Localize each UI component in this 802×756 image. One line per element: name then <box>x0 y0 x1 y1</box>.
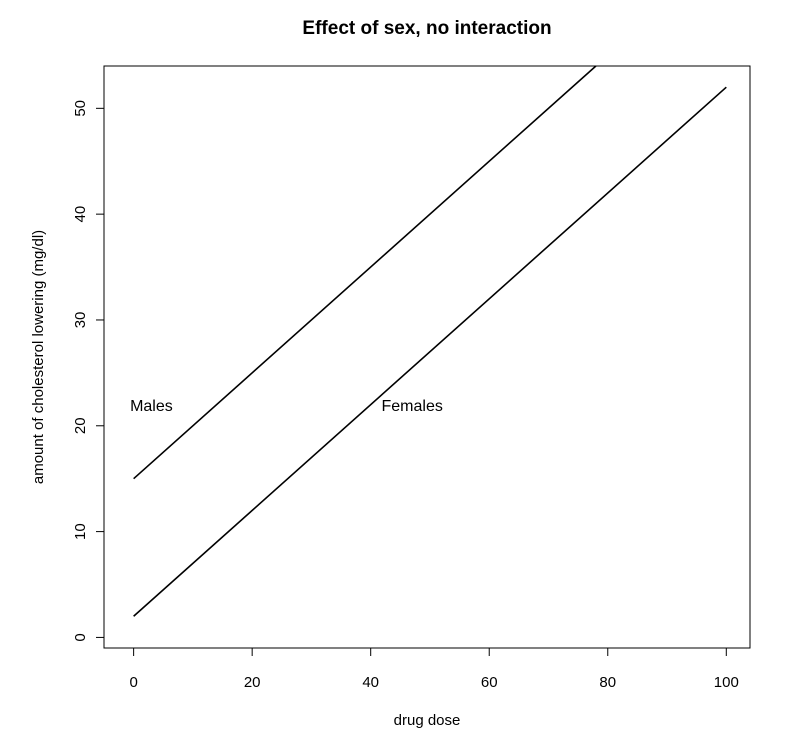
series-line-males <box>133 65 597 480</box>
series-lines <box>133 65 727 617</box>
y-tick-label: 0 <box>72 633 89 641</box>
x-tick-label: 40 <box>362 674 379 691</box>
plot-area <box>103 65 751 649</box>
y-tick-label: 30 <box>72 312 89 329</box>
annotations: Males Females <box>130 398 443 415</box>
y-tick-label: 20 <box>72 417 89 434</box>
y-axis: 0 10 20 30 40 50 <box>72 100 104 642</box>
x-tick-label: 60 <box>481 674 498 691</box>
annotation-males: Males <box>130 398 173 415</box>
y-tick-label: 50 <box>72 100 89 117</box>
x-tick-label: 80 <box>599 674 616 691</box>
series-line-females <box>133 86 727 617</box>
annotation-females: Females <box>382 398 443 415</box>
chart-title: Effect of sex, no interaction <box>302 18 551 39</box>
x-axis: 0 20 40 60 80 100 <box>129 648 739 691</box>
x-tick-label: 0 <box>129 674 137 691</box>
x-tick-label: 100 <box>714 674 739 691</box>
y-tick-label: 10 <box>72 523 89 540</box>
x-axis-label: drug dose <box>394 712 461 729</box>
y-axis-label: amount of cholesterol lowering (mg/dl) <box>30 230 47 484</box>
y-tick-label: 40 <box>72 206 89 223</box>
x-tick-label: 20 <box>244 674 261 691</box>
